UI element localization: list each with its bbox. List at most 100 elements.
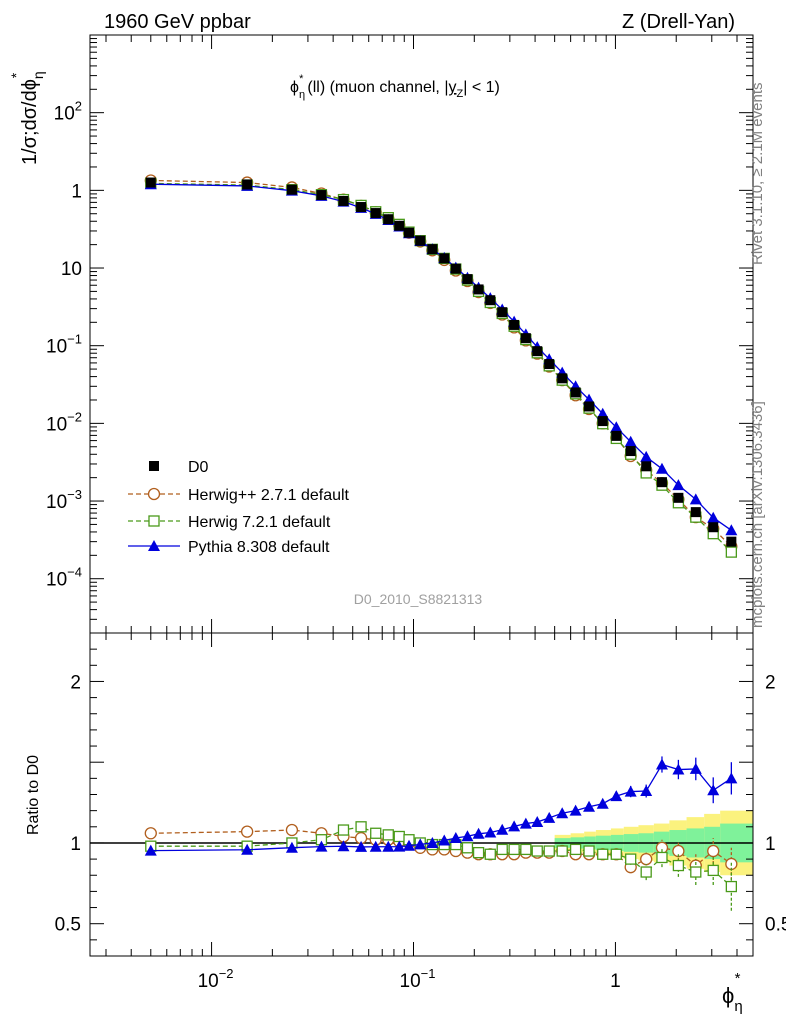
- y-tick-label: 1: [71, 181, 82, 202]
- ratio-tick-label-right: 0.5: [765, 915, 786, 936]
- series-line: [150, 183, 732, 531]
- ratio-point: [414, 838, 427, 850]
- ratio-point: [241, 843, 254, 855]
- analysis-watermark: D0_2010_S8821313: [354, 591, 483, 607]
- ratio-point: [672, 859, 685, 872]
- ratio-tick-label-left: 0.5: [55, 915, 81, 936]
- data-point: [708, 522, 719, 533]
- header-left: 1960 GeV ppbar: [104, 11, 251, 33]
- data-point: [597, 416, 608, 427]
- ratio-point: [725, 772, 738, 784]
- legend-entry: Pythia 8.308 default: [128, 539, 330, 556]
- ratio-point: [610, 848, 622, 860]
- ratio-point: [496, 823, 509, 835]
- data-point: [557, 373, 568, 384]
- data-point: [450, 263, 461, 274]
- legend-label: Pythia 8.308 default: [188, 539, 330, 556]
- header-right: Z (Drell-Yan): [622, 11, 735, 33]
- ratio-point: [543, 845, 555, 857]
- ratio-point: [597, 848, 609, 860]
- ratio-tick-label-right: 2: [765, 672, 776, 693]
- series-pythia-8-308-default: [144, 178, 738, 536]
- ratio-point: [337, 840, 350, 852]
- ratio-point: [426, 836, 439, 848]
- ratio-tick-label-right: 1: [765, 834, 776, 855]
- side-text-rivet: Rivet 3.1.10, ≥ 2.1M events: [749, 83, 766, 266]
- ratio-point: [556, 807, 569, 819]
- data-point: [532, 346, 543, 357]
- data-point: [286, 184, 297, 195]
- ratio-pythia-8-308-default: [144, 756, 738, 856]
- ratio-point: [144, 844, 157, 856]
- data-point: [544, 359, 555, 370]
- ratio-point: [496, 843, 508, 856]
- data-point: [725, 524, 738, 536]
- ratio-point: [689, 762, 702, 774]
- ratio-point: [382, 829, 394, 841]
- data-point: [242, 179, 253, 190]
- ratio-point: [531, 816, 544, 828]
- y-tick-label: 10−2: [46, 409, 82, 435]
- data-point: [640, 450, 653, 462]
- legend-marker: [148, 515, 160, 527]
- ratio-point: [707, 784, 720, 796]
- legend-label: Herwig++ 2.7.1 default: [188, 487, 350, 504]
- ratio-point: [393, 840, 406, 852]
- ratio-point: [583, 845, 595, 857]
- ratio-point: [543, 811, 556, 823]
- data-point: [584, 401, 595, 412]
- data-point: [624, 435, 637, 447]
- x-tick-label: 10−1: [400, 966, 436, 992]
- plot-title: ϕη * (ll) (muon channel, |yZ| < 1): [290, 73, 500, 101]
- ratio-point: [355, 840, 368, 852]
- data-point: [596, 407, 609, 419]
- data-point: [655, 462, 668, 474]
- data-point: [415, 235, 426, 246]
- legend-entry: D0: [149, 459, 209, 476]
- ratio-point: [472, 846, 485, 859]
- y-tick-label: 10: [61, 259, 82, 280]
- data-point: [641, 461, 652, 472]
- ratio-point: [461, 842, 474, 854]
- ratio-point: [370, 827, 382, 839]
- plot-title-sub: η: [299, 89, 305, 101]
- ratio-point: [556, 845, 568, 857]
- legend-label: D0: [188, 459, 209, 476]
- ratio-point: [315, 840, 328, 852]
- x-axis-label-main: ϕ: [722, 983, 734, 1008]
- data-point: [707, 511, 720, 523]
- ratio-point: [569, 843, 582, 856]
- data-point: [725, 546, 738, 558]
- data-point: [625, 446, 636, 457]
- ratio-line: [150, 826, 732, 888]
- ratio-point: [656, 851, 668, 864]
- y-axis-label-sup: *: [8, 72, 24, 78]
- y-tick-label: 10−3: [46, 487, 82, 513]
- plot-title-sup: *: [299, 73, 304, 85]
- ratio-tick-label-left: 2: [70, 672, 81, 693]
- data-point: [520, 333, 531, 344]
- data-point: [462, 274, 473, 285]
- ratio-y-axis-label: Ratio to D0: [25, 755, 42, 835]
- legend: D0 Herwig++ 2.7.1 default Herwig 7.2.1 def…: [128, 459, 350, 556]
- series-layer: [144, 174, 738, 911]
- ratio-point: [610, 790, 623, 802]
- data-point: [611, 430, 622, 441]
- data-point: [356, 202, 367, 213]
- data-point: [509, 319, 520, 330]
- data-point: [439, 253, 450, 264]
- data-point: [570, 387, 581, 398]
- ratio-point: [393, 830, 405, 843]
- ratio-point: [672, 763, 685, 775]
- y-axis-label: 1/σ;dσ/dϕη *: [8, 71, 46, 165]
- ratio-point: [438, 834, 451, 846]
- axes: 102 1 10 10−1 10−2 10−3 10−4 10−2 10−1 1 0.5 0.5 1 1 2…: [46, 34, 786, 992]
- ratio-point: [285, 841, 298, 853]
- data-point: [473, 284, 484, 295]
- ratio-point: [569, 804, 582, 816]
- ratio-point: [519, 817, 532, 829]
- data-point: [726, 536, 737, 547]
- ratio-point: [707, 864, 719, 877]
- y-tick-label: 10−1: [46, 332, 82, 358]
- plot-title-rest: (ll) (muon channel, |: [307, 79, 448, 96]
